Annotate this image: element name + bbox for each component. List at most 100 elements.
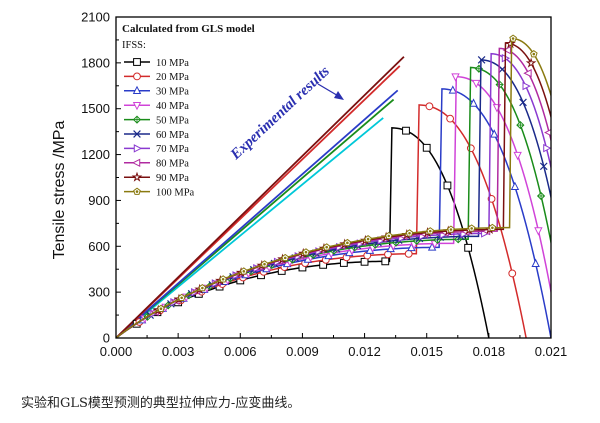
marker-dot: [159, 307, 163, 311]
gls-model-curves: [116, 34, 551, 338]
legend-label: 20 MPa: [156, 72, 189, 83]
y-tick-label: 0: [103, 331, 110, 346]
legend-marker: [132, 101, 142, 111]
data-point: [502, 45, 511, 55]
marker-dot: [135, 190, 139, 193]
legend-marker: [131, 171, 143, 182]
data-point: [426, 227, 435, 235]
marker-dot: [511, 37, 515, 40]
x-tick-label: 0.012: [348, 344, 381, 359]
data-point: [447, 225, 455, 233]
legend-marker: [133, 187, 141, 195]
legend-label: 70 MPa: [156, 144, 189, 155]
legend-item: 100 MPa: [124, 187, 195, 198]
figure-caption: 实验和GLS模型预测的典型拉伸应力-应变曲线。: [21, 396, 301, 411]
data-point: [508, 269, 517, 278]
marker-dot: [180, 296, 183, 300]
x-tick-label: 0.000: [100, 344, 133, 359]
annotation-arrowhead: [334, 91, 344, 100]
data-point: [322, 243, 331, 251]
data-point: [360, 257, 369, 266]
legend-item: 20 MPa: [124, 72, 189, 83]
data-point: [522, 81, 531, 91]
legend-subtitle: IFSS:: [122, 40, 146, 51]
data-point: [534, 227, 543, 236]
legend-item: 80 MPa: [124, 158, 189, 170]
data-point: [472, 79, 481, 89]
data-point: [239, 267, 248, 275]
data-point: [469, 98, 478, 107]
data-point: [425, 102, 434, 111]
data-point: [523, 68, 532, 78]
data-point: [516, 120, 525, 130]
legend-marker: [133, 72, 141, 81]
experimental-lines: [116, 56, 405, 338]
legend-label: 60 MPa: [156, 130, 189, 141]
x-tick-label: 0.009: [286, 344, 319, 359]
y-axis-label: Tensile stress /MPa: [51, 121, 68, 260]
marker-dot: [366, 237, 370, 241]
data-point: [513, 151, 522, 161]
y-tick-label: 1200: [81, 147, 110, 162]
legend-item: 90 MPa: [124, 171, 189, 184]
legend-label: 40 MPa: [156, 101, 189, 112]
marker-dot: [304, 250, 308, 254]
marker-x-b: [133, 130, 141, 138]
marker-dot: [428, 229, 432, 233]
data-point: [451, 73, 460, 82]
marker-x-b: [477, 56, 486, 64]
legend-marker: [133, 58, 141, 66]
y-tick-label: 900: [88, 193, 110, 208]
data-point: [477, 56, 486, 64]
legend-marker: [131, 158, 141, 168]
data-point: [177, 293, 186, 302]
data-point: [536, 191, 546, 201]
data-point: [219, 275, 227, 283]
legend-item: 30 MPa: [124, 85, 189, 98]
marker-dot: [201, 286, 204, 290]
marker-dot: [263, 262, 266, 266]
legend-item: 10 MPa: [124, 58, 189, 69]
x-tick-label: 0.021: [535, 344, 568, 359]
marker-dot: [449, 228, 453, 231]
x-tick-label: 0.018: [473, 344, 506, 359]
data-point: [302, 248, 310, 256]
data-point: [467, 224, 476, 232]
marker-x-b: [519, 98, 527, 107]
y-tick-label: 1800: [81, 55, 110, 70]
marker-dot: [408, 231, 411, 235]
marker-dot: [325, 245, 328, 249]
y-tick-label: 1500: [81, 101, 110, 116]
legend-item: 70 MPa: [124, 144, 189, 155]
data-point: [343, 238, 352, 247]
data-point: [505, 38, 516, 49]
x-tick-label: 0.003: [162, 344, 195, 359]
legend-label: 30 MPa: [156, 87, 189, 98]
data-point: [260, 260, 269, 268]
data-point: [427, 242, 437, 251]
data-point: [281, 253, 290, 262]
data-point: [402, 126, 410, 135]
legend-title: Calculated from GLS model: [122, 23, 255, 35]
x-tick-label: 0.006: [224, 344, 257, 359]
data-point: [519, 98, 527, 107]
marker-dot: [242, 270, 246, 273]
data-point: [543, 143, 551, 153]
experimental-line: [116, 56, 405, 338]
legend-marker: [132, 85, 142, 95]
legend-label: 90 MPa: [156, 173, 189, 184]
legend-marker: [133, 144, 143, 153]
data-point: [381, 257, 390, 266]
data-point: [405, 229, 414, 237]
data-point: [446, 114, 455, 123]
data-point: [509, 34, 517, 42]
data-point: [364, 235, 372, 243]
marker-dot: [221, 277, 225, 281]
marker-dot: [346, 241, 349, 245]
data-point: [422, 143, 431, 152]
marker-dot: [387, 234, 391, 238]
data-point: [466, 144, 475, 153]
series-100-mpa: [116, 34, 551, 338]
legend-marker: [133, 130, 141, 138]
data-point: [531, 258, 540, 267]
